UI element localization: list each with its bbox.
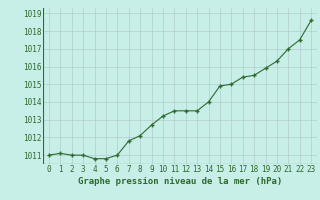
X-axis label: Graphe pression niveau de la mer (hPa): Graphe pression niveau de la mer (hPa) [78,177,282,186]
